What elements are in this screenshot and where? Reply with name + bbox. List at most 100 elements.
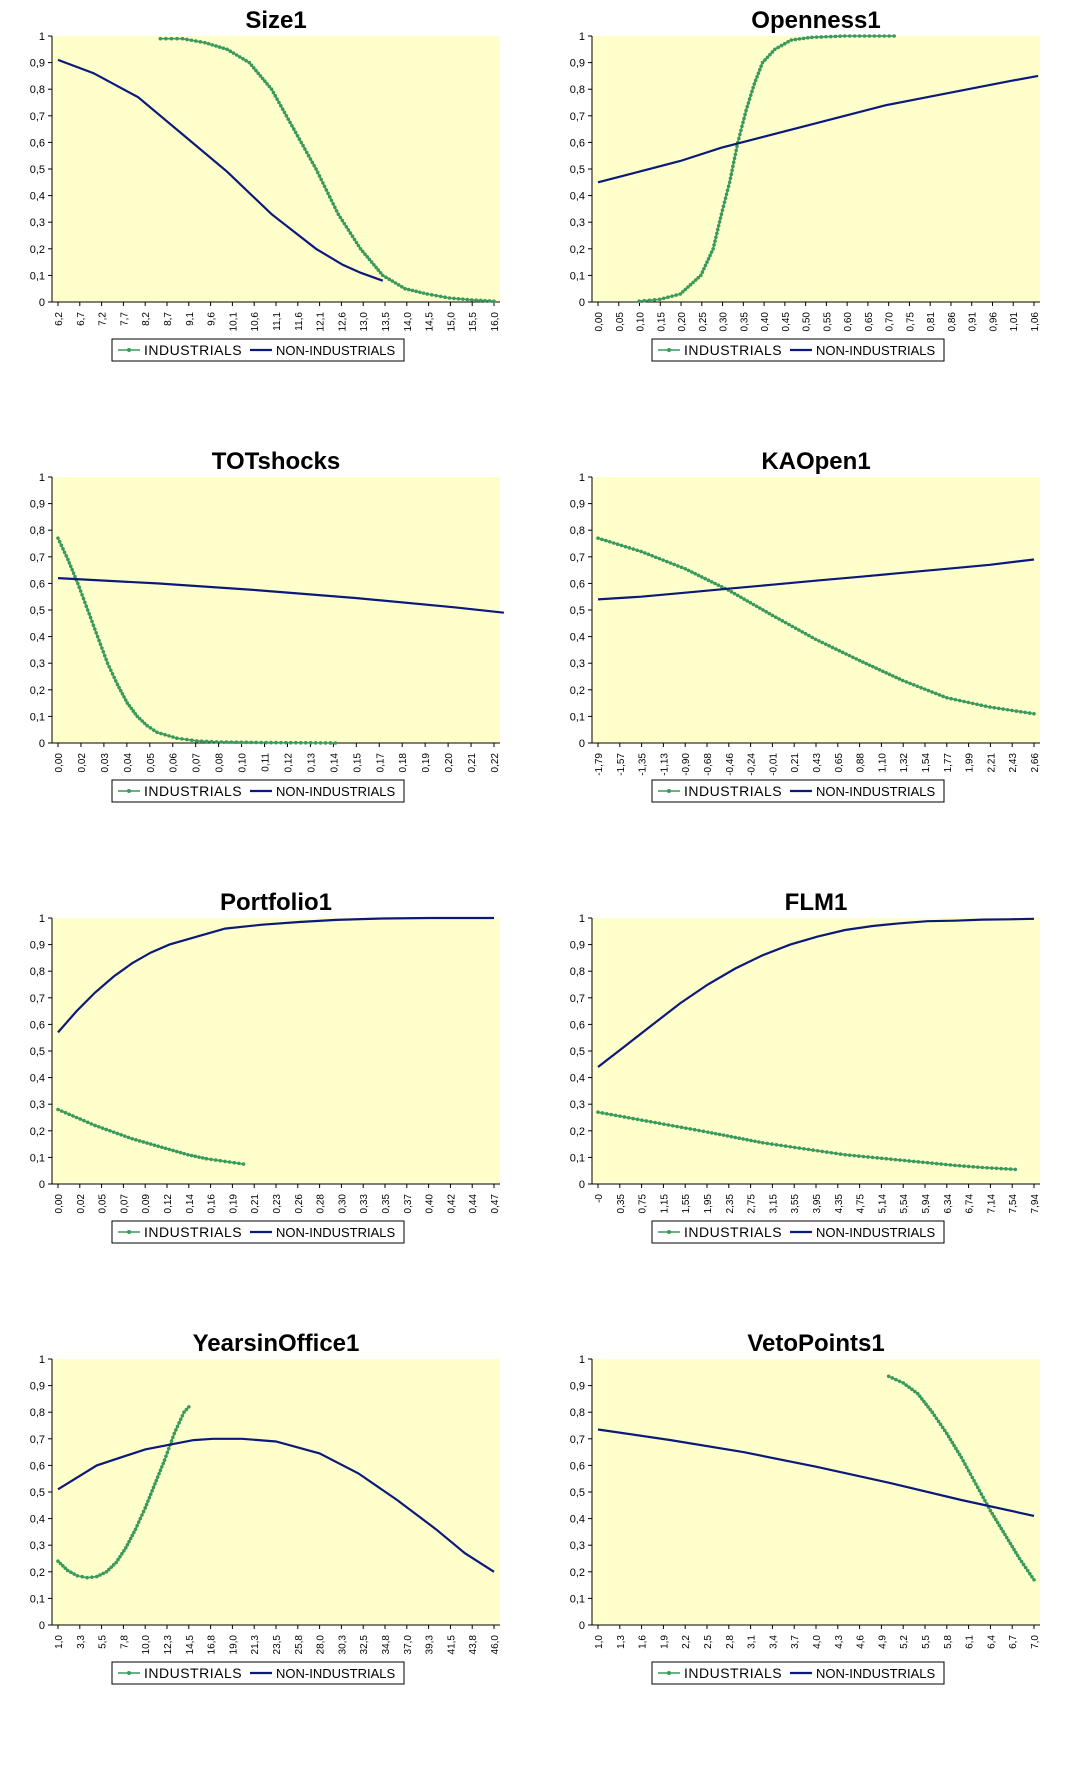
industrials-point bbox=[369, 260, 374, 264]
industrials-point bbox=[406, 287, 411, 292]
x-tick-label: 0,55 bbox=[822, 312, 833, 332]
industrials-point bbox=[93, 627, 97, 631]
x-tick-label: 0,08 bbox=[215, 753, 226, 773]
x-tick-label: 13,5 bbox=[381, 312, 392, 332]
industrials-point bbox=[177, 1421, 181, 1425]
industrials-point bbox=[696, 275, 701, 280]
industrials-point bbox=[975, 702, 979, 707]
industrials-point bbox=[171, 1148, 175, 1153]
industrials-point bbox=[999, 1166, 1004, 1171]
industrials-point bbox=[702, 266, 706, 271]
industrials-point bbox=[844, 652, 848, 656]
industrials-point bbox=[887, 34, 892, 38]
industrials-point bbox=[971, 1164, 976, 1169]
industrials-point bbox=[241, 1162, 246, 1166]
industrials-point bbox=[358, 247, 363, 251]
industrials-point bbox=[151, 728, 156, 732]
industrials-point bbox=[171, 1435, 175, 1440]
industrials-point bbox=[994, 1166, 999, 1171]
y-tick-label: 0,6 bbox=[570, 1460, 585, 1472]
legend-label-industrials: INDUSTRIALS bbox=[144, 1224, 242, 1240]
x-tick-label: 4,75 bbox=[856, 1194, 867, 1214]
industrials-point bbox=[78, 589, 83, 593]
industrials-point bbox=[418, 290, 422, 295]
industrials-point bbox=[936, 1419, 941, 1424]
industrials-point bbox=[380, 273, 385, 278]
chart-legend: INDUSTRIALS NON-INDUSTRIALS bbox=[651, 1220, 945, 1244]
chart-panel-5: FLM1 0 0,1 0,2 0,3 0,4 0,5 0,6 0,7 0,8 0,9 1 -0 0,35 0… bbox=[570, 889, 1041, 1244]
x-tick-label: 5,5 bbox=[98, 1635, 109, 1649]
y-tick-label: 0,4 bbox=[570, 632, 585, 644]
industrials-point bbox=[461, 297, 465, 301]
industrials-point bbox=[372, 262, 376, 267]
industrials-point bbox=[1023, 710, 1027, 715]
x-tick-label: 3,3 bbox=[76, 1635, 87, 1649]
industrials-point bbox=[90, 619, 94, 624]
industrials-point bbox=[797, 1146, 802, 1150]
x-tick-label: 6,34 bbox=[943, 1194, 954, 1214]
industrials-point bbox=[742, 597, 746, 601]
industrials-point bbox=[85, 1575, 89, 1580]
y-tick-label: 0,4 bbox=[570, 1073, 585, 1085]
industrials-point bbox=[679, 565, 684, 570]
industrials-point bbox=[167, 1147, 172, 1152]
x-tick-label: 0,23 bbox=[272, 1194, 283, 1214]
x-tick-label: 7,7 bbox=[119, 312, 130, 326]
industrials-point bbox=[340, 218, 345, 223]
industrials-point bbox=[291, 127, 296, 131]
x-tick-label: 0,19 bbox=[421, 753, 432, 773]
industrials-point bbox=[770, 613, 775, 618]
legend-label-industrials: INDUSTRIALS bbox=[684, 1665, 782, 1681]
x-tick-label: 0,86 bbox=[947, 312, 958, 332]
x-tick-label: 1,10 bbox=[877, 753, 888, 773]
industrials-point bbox=[974, 1482, 978, 1486]
x-tick-label: 3,4 bbox=[768, 1635, 779, 1649]
industrials-point bbox=[104, 1127, 109, 1132]
industrials-point bbox=[115, 1131, 120, 1136]
industrials-point bbox=[182, 1151, 186, 1156]
industrials-point bbox=[741, 120, 745, 125]
industrials-point bbox=[348, 231, 353, 235]
industrials-point bbox=[1030, 1574, 1034, 1579]
industrials-point bbox=[654, 555, 658, 560]
x-tick-label: 0,37 bbox=[403, 1194, 414, 1214]
plot-area bbox=[592, 477, 1040, 743]
industrials-point bbox=[934, 1161, 939, 1166]
industrials-point bbox=[758, 606, 762, 610]
industrials-point bbox=[854, 657, 859, 661]
y-tick-label: 0,9 bbox=[570, 58, 585, 70]
legend-marker-industrials bbox=[127, 348, 131, 352]
industrials-point bbox=[279, 104, 283, 108]
industrials-point bbox=[805, 36, 810, 40]
y-tick-label: 0,1 bbox=[30, 270, 45, 282]
industrials-point bbox=[737, 136, 741, 141]
industrials-point bbox=[434, 293, 438, 298]
x-tick-label: 6,2 bbox=[54, 312, 65, 326]
industrials-point bbox=[198, 40, 203, 44]
industrials-point bbox=[130, 1136, 135, 1141]
x-tick-label: 7,54 bbox=[1008, 1194, 1019, 1214]
industrials-point bbox=[696, 573, 701, 578]
industrials-point bbox=[263, 79, 267, 84]
industrials-point bbox=[600, 1111, 605, 1115]
x-tick-label: 0,07 bbox=[192, 753, 203, 773]
industrials-point bbox=[239, 740, 244, 745]
industrials-point bbox=[790, 624, 795, 629]
y-tick-label: 0,6 bbox=[30, 1019, 45, 1031]
y-tick-label: 0,5 bbox=[570, 164, 585, 176]
industrials-point bbox=[294, 740, 298, 745]
x-tick-label: 0,04 bbox=[123, 753, 134, 773]
industrials-point bbox=[966, 700, 971, 705]
industrials-point bbox=[864, 661, 869, 666]
industrials-point bbox=[706, 578, 711, 583]
y-tick-label: 0,6 bbox=[570, 137, 585, 149]
x-tick-label: 7,2 bbox=[98, 312, 109, 326]
y-tick-label: 0,9 bbox=[30, 58, 45, 70]
industrials-point bbox=[938, 1422, 943, 1427]
industrials-point bbox=[360, 249, 365, 254]
industrials-point bbox=[284, 114, 289, 118]
industrials-point bbox=[414, 289, 418, 294]
industrials-point bbox=[757, 67, 762, 72]
industrials-point bbox=[189, 738, 194, 743]
